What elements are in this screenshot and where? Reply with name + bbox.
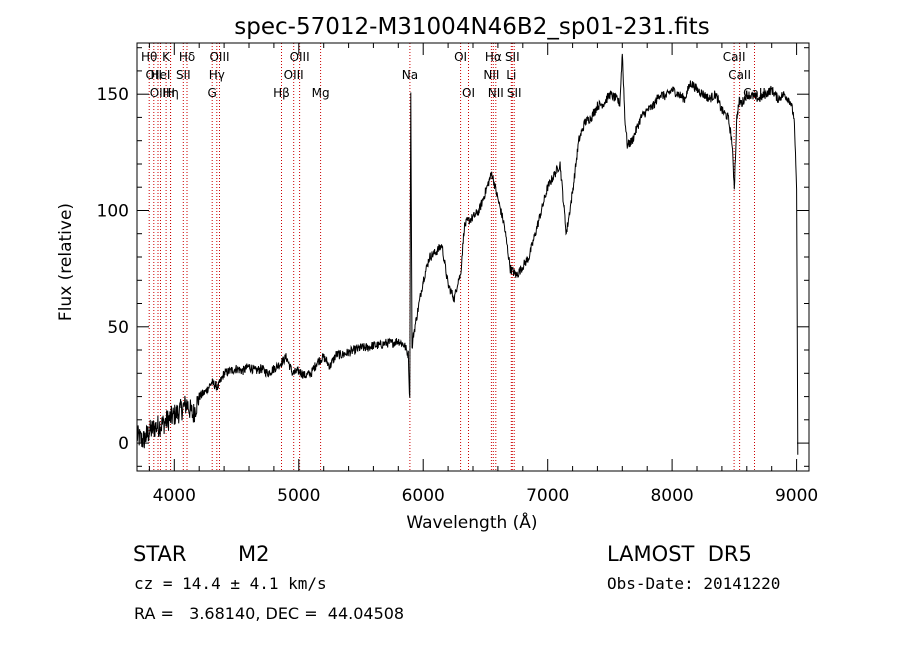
spectral-line-label: Hη bbox=[162, 86, 179, 100]
spectral-line-label: Hγ bbox=[209, 68, 225, 82]
y-axis-ticks: 0 50 100 150 bbox=[97, 47, 809, 467]
spectral-line-label: NII bbox=[483, 68, 499, 82]
y-tick-label: 50 bbox=[107, 318, 129, 338]
x-tick-label: 6000 bbox=[402, 486, 445, 506]
coordinates-text: RA = 3.68140, DEC = 44.04508 bbox=[134, 604, 405, 623]
spectrum-series-line bbox=[136, 53, 799, 455]
y-tick-label: 0 bbox=[118, 434, 129, 454]
spectral-line-label: OII bbox=[146, 68, 163, 82]
spectral-line-markers bbox=[148, 43, 755, 471]
spectral-line-label: SII bbox=[176, 68, 191, 82]
spectral-line-labels: HθOIIOIIHeIKHηHSIIHδGHγOIIIHβOIIIOIIIMgN… bbox=[141, 50, 766, 100]
spectral-line-label: Hβ bbox=[273, 86, 290, 100]
spectral-line-label: Hθ bbox=[141, 50, 157, 64]
spectral-line-label: OII bbox=[150, 86, 167, 100]
x-tick-label: 4000 bbox=[153, 486, 196, 506]
spectral-line-label: OIII bbox=[284, 68, 304, 82]
x-tick-label: 9000 bbox=[775, 486, 818, 506]
y-tick-label: 100 bbox=[97, 202, 129, 222]
spectral-line-label: SII bbox=[505, 50, 520, 64]
redshift-text: cz = 14.4 ± 4.1 km/s bbox=[134, 574, 327, 593]
spectral-line-label: CaII bbox=[743, 86, 766, 100]
subclass: M2 bbox=[238, 542, 270, 566]
spectral-line-label: SII bbox=[507, 86, 522, 100]
spectral-line-label: CaII bbox=[728, 68, 751, 82]
x-axis-label: Wavelength (Å) bbox=[406, 511, 537, 533]
spectral-line-label: Hα bbox=[485, 50, 502, 64]
spectral-line-label: HeI bbox=[151, 68, 171, 82]
survey-name: LAMOST DR5 bbox=[607, 542, 752, 566]
spectral-line-label: Mg bbox=[312, 86, 330, 100]
spectral-line-label: K bbox=[162, 50, 171, 64]
x-axis-ticks: 4000 5000 6000 7000 8000 9000 bbox=[148, 43, 818, 506]
spectral-line-label: OIII bbox=[290, 50, 310, 64]
spectral-line-label: Li bbox=[506, 68, 516, 82]
obs-date-text: Obs-Date: 20141220 bbox=[607, 574, 781, 593]
x-tick-label: 7000 bbox=[526, 486, 569, 506]
spectral-line-label: NII bbox=[488, 86, 504, 100]
spectral-line-label: OI bbox=[462, 86, 475, 100]
y-axis-label: Flux (relative) bbox=[56, 203, 76, 321]
x-tick-label: 5000 bbox=[277, 486, 320, 506]
spectral-line-label: G bbox=[208, 86, 217, 100]
spectral-line-label: Na bbox=[402, 68, 418, 82]
spectral-line-label: OI bbox=[454, 50, 467, 64]
plot-frame bbox=[136, 42, 810, 472]
object-class: STAR bbox=[133, 542, 187, 566]
chart-title: spec-57012-M31004N46B2_sp01-231.fits bbox=[234, 14, 709, 40]
spectral-line-label: OIII bbox=[209, 50, 229, 64]
spectral-line-label: CaII bbox=[723, 50, 746, 64]
x-tick-label: 8000 bbox=[650, 486, 693, 506]
spectral-line-label: Hδ bbox=[179, 50, 195, 64]
y-tick-label: 150 bbox=[97, 85, 129, 105]
spectral-line-label: H bbox=[166, 86, 175, 100]
